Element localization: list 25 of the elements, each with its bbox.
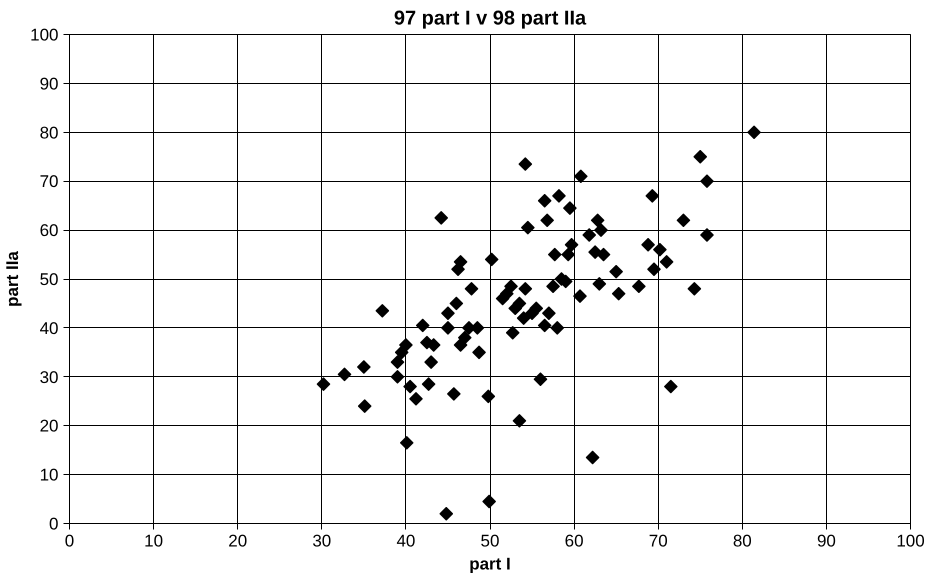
y-tick-label: 80 [40,123,59,142]
x-tick-label: 10 [144,532,164,550]
y-tick-label: 50 [40,270,59,289]
y-tick-label: 30 [40,368,59,387]
y-tick-label: 20 [40,416,59,436]
x-tick-label: 80 [732,532,752,550]
y-tick-label: 70 [40,172,59,192]
x-tick-label: 70 [648,532,668,550]
x-tick-label: 40 [396,532,416,550]
y-tick-label: 90 [40,74,59,94]
x-tick-label: 90 [816,532,836,550]
x-tick-label: 20 [228,532,248,550]
x-tick-label: 50 [480,532,500,550]
x-tick-label: 30 [312,532,332,550]
y-tick-label: 40 [40,318,59,338]
x-tick-label: 0 [64,532,74,550]
y-tick-label: 100 [30,26,59,44]
y-axis-title: part IIa [3,250,22,307]
chart-title: 97 part I v 98 part IIa [394,8,588,30]
y-tick-label: 0 [49,514,59,534]
y-tick-label: 10 [40,466,59,485]
x-tick-label: 60 [564,532,584,550]
x-tick-label: 100 [896,532,925,550]
y-tick-label: 60 [40,221,59,240]
x-axis-title: part I [469,554,511,574]
